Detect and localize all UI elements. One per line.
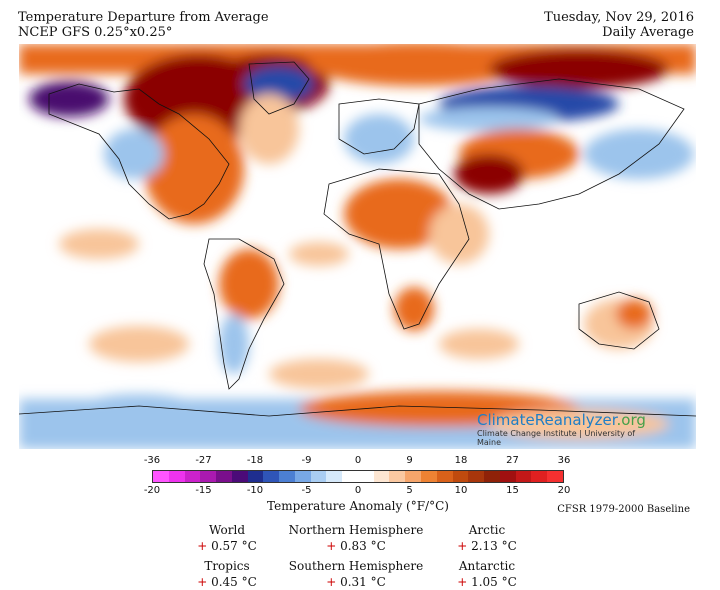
colorbar-swatch: [247, 471, 264, 482]
stat-sign: +: [457, 539, 472, 553]
asia-outline: [418, 78, 685, 210]
colorbar-swatch: [421, 471, 437, 482]
colorbar-title: Temperature Anomaly (°F/°C): [267, 499, 449, 513]
fahrenheit-tick-label: -36: [143, 455, 161, 466]
fahrenheit-tick-label: 18: [454, 455, 468, 466]
stat-sign: +: [457, 575, 472, 589]
stat-value: 1.05 °C: [471, 575, 517, 589]
averaging-period: Daily Average: [602, 25, 694, 40]
stat-sign: +: [326, 575, 341, 589]
stat-sign: +: [197, 575, 212, 589]
stat-value: 0.45 °C: [211, 575, 257, 589]
africa-outline: [323, 168, 470, 330]
brand-affiliation: Climate Change Institute | University of…: [477, 429, 636, 447]
colorbar-swatch: [357, 471, 374, 482]
colorbar-swatch: [279, 471, 295, 482]
date-block: Tuesday, Nov 29, 2016 Daily Average: [544, 10, 694, 40]
stat-label: Arctic: [468, 523, 506, 537]
celsius-tick-label: 15: [506, 485, 519, 496]
south-america-outline: [203, 238, 285, 390]
colorbar-swatch: [531, 471, 548, 482]
colorbar-swatch: [342, 471, 358, 482]
stat-label: Antarctic: [458, 559, 516, 573]
stat-value: 2.13 °C: [471, 539, 517, 553]
celsius-tick-label: 10: [454, 485, 468, 496]
colorbar-swatch: [389, 471, 406, 482]
celsius-tick-label: 0: [354, 485, 362, 496]
stat-label: World: [209, 523, 245, 537]
colorbar-swatch: [153, 471, 169, 482]
colorbar-swatch: [310, 471, 327, 482]
stat-northern-hemisphere: Northern Hemisphere + 0.83 °C: [276, 522, 436, 554]
stat-label: Northern Hemisphere: [288, 523, 424, 537]
colorbar-swatch: [484, 471, 500, 482]
colorbar-swatch: [200, 471, 217, 482]
stat-antarctic: Antarctic + 1.05 °C: [407, 558, 567, 590]
north-america-outline: [48, 83, 230, 220]
temperature-anomaly-map: [19, 44, 696, 449]
colorbar-swatch: [436, 471, 453, 482]
fahrenheit-tick-label: 9: [406, 455, 413, 466]
colorbar-swatch: [263, 471, 280, 482]
colorbar-swatch: [499, 471, 516, 482]
celsius-tick-label: 20: [557, 485, 571, 496]
fahrenheit-tick-label: 36: [557, 455, 571, 466]
map-date: Tuesday, Nov 29, 2016: [544, 10, 694, 25]
map-title-block: Temperature Departure from Average NCEP …: [18, 10, 269, 40]
colorbar-swatch: [168, 471, 185, 482]
fahrenheit-tick-label: -27: [195, 455, 212, 466]
stat-label: Southern Hemisphere: [288, 559, 424, 573]
fahrenheit-tick-label: 0: [354, 455, 362, 466]
coastlines: [19, 61, 696, 417]
baseline-note: CFSR 1979-2000 Baseline: [557, 504, 690, 515]
brand-name: ClimateReanalyzer: [477, 411, 617, 429]
fahrenheit-tick-label: 27: [506, 455, 519, 466]
celsius-ticks: -20 -15 -10 -5 0 5 10 15 20: [140, 485, 576, 499]
colorbar-swatch: [547, 471, 563, 482]
stat-value: 0.57 °C: [211, 539, 257, 553]
brand-tld: .org: [616, 411, 646, 429]
map-title: Temperature Departure from Average: [18, 10, 269, 25]
antarctica-outline: [19, 405, 696, 417]
colorbar-swatch: [468, 471, 485, 482]
colorbar-swatch: [184, 471, 201, 482]
colorbar-swatch: [231, 471, 248, 482]
celsius-tick-label: -10: [246, 485, 264, 496]
stat-value: 0.83 °C: [340, 539, 386, 553]
stat-world: World + 0.57 °C: [147, 522, 307, 554]
stat-arctic: Arctic + 2.13 °C: [407, 522, 567, 554]
australia-outline: [578, 291, 660, 350]
colorbar-strip: [152, 470, 564, 483]
colorbar-swatch: [405, 471, 422, 482]
fahrenheit-ticks: -36 -27 -18 -9 0 9 18 27 36: [140, 455, 576, 469]
celsius-tick-label: 5: [406, 485, 413, 496]
europe-outline: [338, 98, 420, 155]
colorbar-swatch: [373, 471, 390, 482]
model-resolution: NCEP GFS 0.25°x0.25°: [18, 25, 173, 40]
celsius-tick-label: -5: [301, 485, 312, 496]
climate-reanalyzer-logo: ClimateReanalyzer.org Climate Change Ins…: [477, 411, 657, 447]
colorbar-swatch: [326, 471, 343, 482]
colorbar-swatch: [294, 471, 311, 482]
celsius-tick-label: -20: [143, 485, 161, 496]
colorbar-swatch: [216, 471, 232, 482]
stat-value: 0.31 °C: [340, 575, 386, 589]
fahrenheit-tick-label: -9: [301, 455, 312, 466]
celsius-tick-label: -15: [195, 485, 212, 496]
colorbar-swatch: [515, 471, 532, 482]
stat-sign: +: [326, 539, 341, 553]
stat-label: Tropics: [204, 559, 250, 573]
greenland-outline: [248, 61, 310, 115]
fahrenheit-tick-label: -18: [246, 455, 264, 466]
stat-sign: +: [197, 539, 212, 553]
colorbar-swatch: [452, 471, 469, 482]
